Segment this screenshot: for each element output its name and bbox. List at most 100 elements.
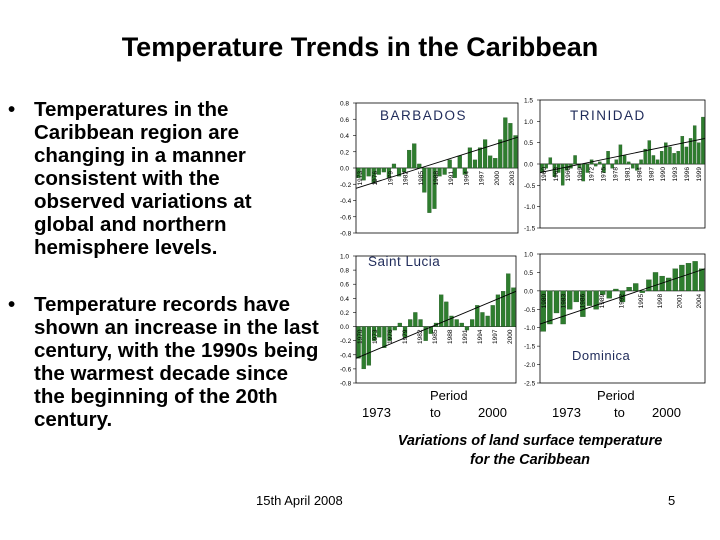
- chart-barbados-bar: [417, 163, 422, 169]
- chart-barbados-xtick-label: 1988: [433, 171, 440, 186]
- chart-barbados-ytick-label: -0.2: [340, 182, 352, 189]
- chart-saint-lucia-bar: [490, 305, 495, 327]
- chart-saint-lucia-bar: [449, 315, 454, 327]
- chart-barbados-ytick-label: 0.4: [340, 133, 349, 140]
- chart-barbados-xtick-label: 1985: [418, 171, 425, 186]
- chart-barbados-xtick-label: 2000: [494, 171, 501, 186]
- chart-trinidad-xtick-label: 1990: [660, 167, 667, 182]
- chart-trinidad-bar: [692, 125, 697, 165]
- chart-barbados-bar: [432, 167, 437, 209]
- chart-barbados-ytick-label: 0.8: [340, 101, 349, 108]
- chart-barbados-bar: [498, 139, 503, 169]
- chart-trinidad-xtick-label: 1978: [613, 167, 620, 182]
- chart-dominica-bar: [580, 290, 586, 317]
- chart-trinidad-bar: [618, 144, 623, 165]
- right-period-end: 2000: [652, 405, 681, 420]
- chart-saint-lucia-bar: [387, 326, 392, 341]
- chart-barbados-bar: [452, 167, 457, 178]
- bullet-text-2: Temperature records have shown an increa…: [34, 293, 319, 431]
- chart-barbados-title: BARBADOS: [380, 108, 467, 123]
- chart-barbados-ytick-label: 0.6: [340, 117, 349, 124]
- chart-trinidad-bar: [602, 163, 606, 173]
- chart-saint-lucia-xtick-label: 1979: [402, 329, 409, 344]
- chart-trinidad-bar: [697, 142, 701, 165]
- chart-trinidad-ytick-label: -1.0: [524, 204, 536, 211]
- chart-trinidad-bar: [606, 151, 610, 165]
- chart-saint-lucia-bar: [423, 326, 428, 341]
- chart-barbados-xtick-label: 1976: [372, 171, 379, 186]
- chart-dominica-bar: [593, 290, 599, 310]
- chart-dominica-bar: [633, 283, 639, 292]
- page-number: 5: [668, 493, 676, 508]
- chart-trinidad-bar: [610, 163, 614, 169]
- chart-trinidad-ytick-label: 1.0: [524, 119, 533, 126]
- chart-trinidad-ytick-label: -0.5: [524, 183, 536, 190]
- chart-dominica-bar: [553, 290, 560, 314]
- chart-barbados-xtick-label: 1994: [463, 171, 470, 186]
- chart-barbados-bar: [488, 155, 493, 169]
- chart-trinidad-xtick-label: 1999: [696, 167, 703, 182]
- chart-trinidad-bar: [676, 151, 680, 165]
- chart-barbados-bar: [462, 167, 467, 175]
- chart-barbados-ytick-label: 0.2: [340, 149, 349, 156]
- chart-barbados-bar: [412, 143, 417, 169]
- right-period-label: Period: [597, 388, 635, 403]
- chart-trinidad-bar: [573, 155, 577, 165]
- slide-title: Temperature Trends in the Caribbean: [121, 32, 599, 62]
- chart-dominica-bar: [626, 287, 632, 292]
- chart-dominica-xtick-label: 1983: [560, 293, 567, 308]
- chart-saint-lucia-xtick-label: 1982: [417, 329, 424, 344]
- chart-saint-lucia-bar: [464, 326, 470, 331]
- chart-dominica-bar: [560, 290, 566, 325]
- chart-dominica-xtick-label: 2001: [677, 293, 684, 308]
- chart-saint-lucia-bar: [459, 322, 464, 327]
- chart-trinidad-xtick-label: 1963: [553, 167, 560, 182]
- chart-trinidad-bar: [680, 136, 685, 165]
- chart-trinidad-bar: [598, 161, 602, 165]
- chart-dominica-bar: [573, 290, 579, 303]
- chart-saint-lucia-bar: [392, 326, 397, 331]
- chart-trinidad-trend-line: [539, 137, 706, 173]
- chart-dominica-bar: [646, 279, 652, 292]
- chart-dominica-bar: [639, 290, 645, 293]
- chart-barbados-bar: [493, 158, 498, 169]
- chart-saint-lucia-ytick-label: -0.8: [340, 381, 352, 388]
- chart-trinidad-ytick-label: 1.5: [524, 98, 533, 105]
- chart-trinidad-bar: [684, 146, 689, 165]
- chart-barbados-bar: [503, 117, 508, 169]
- chart-trinidad-bar: [643, 148, 647, 165]
- chart-dominica-bar: [666, 277, 672, 292]
- chart-barbados-xtick-label: 1997: [479, 171, 486, 186]
- chart-barbados-ytick-label: -0.4: [340, 198, 352, 205]
- chart-saint-lucia-ytick-label: 0.0: [340, 324, 349, 331]
- chart-dominica-bar: [586, 290, 593, 306]
- chart-trinidad-bar: [552, 163, 557, 177]
- chart-barbados-bar: [513, 135, 518, 169]
- chart-trinidad-xtick-label: 1975: [601, 167, 608, 182]
- chart-saint-lucia-xtick-label: 1985: [432, 329, 439, 344]
- chart-trinidad-ytick-label: 0.5: [524, 140, 533, 147]
- chart-saint-lucia-xtick-label: 1991: [462, 329, 469, 344]
- chart-trinidad-bar: [614, 159, 619, 165]
- chart-dominica-xtick-label: 1986: [580, 293, 587, 308]
- chart-dominica-bar: [613, 288, 619, 292]
- chart-dominica-bar: [679, 264, 685, 292]
- chart-dominica-xtick-label: 2004: [696, 293, 703, 308]
- chart-trinidad-bar: [635, 163, 639, 171]
- chart-trinidad-bar: [647, 140, 652, 165]
- chart-barbados-bar: [472, 159, 478, 169]
- chart-barbados-bar: [447, 159, 452, 169]
- chart-barbados-ytick-label: 0.0: [340, 166, 349, 173]
- chart-trinidad-xtick-label: 1960: [541, 167, 548, 182]
- chart-dominica-xtick-label: 1995: [638, 293, 645, 308]
- chart-saint-lucia-xtick-label: 1988: [447, 329, 454, 344]
- chart-barbados-bar: [356, 167, 361, 178]
- chart-saint-lucia-xtick-label: 2000: [507, 329, 514, 344]
- chart-dominica-ytick-label: -1.5: [524, 344, 536, 351]
- chart-saint-lucia-bar: [397, 322, 402, 327]
- chart-saint-lucia-xtick-label: 1994: [477, 329, 484, 344]
- chart-barbados-bar: [391, 163, 397, 169]
- chart-trinidad-bar: [622, 155, 627, 165]
- chart-saint-lucia-title: Saint Lucia: [368, 254, 440, 269]
